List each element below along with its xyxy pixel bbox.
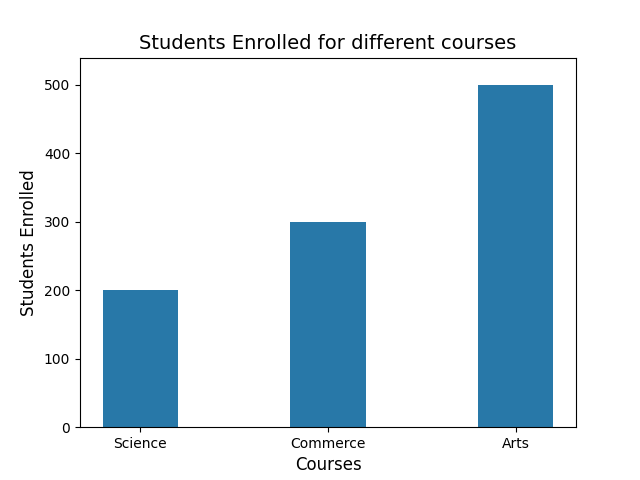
Bar — [291, 222, 365, 427]
Y-axis label: Students Enrolled: Students Enrolled — [20, 169, 38, 316]
X-axis label: Courses: Courses — [294, 456, 362, 474]
Bar — [102, 290, 178, 427]
Bar — [478, 85, 554, 427]
Title: Students Enrolled for different courses: Students Enrolled for different courses — [140, 34, 516, 53]
